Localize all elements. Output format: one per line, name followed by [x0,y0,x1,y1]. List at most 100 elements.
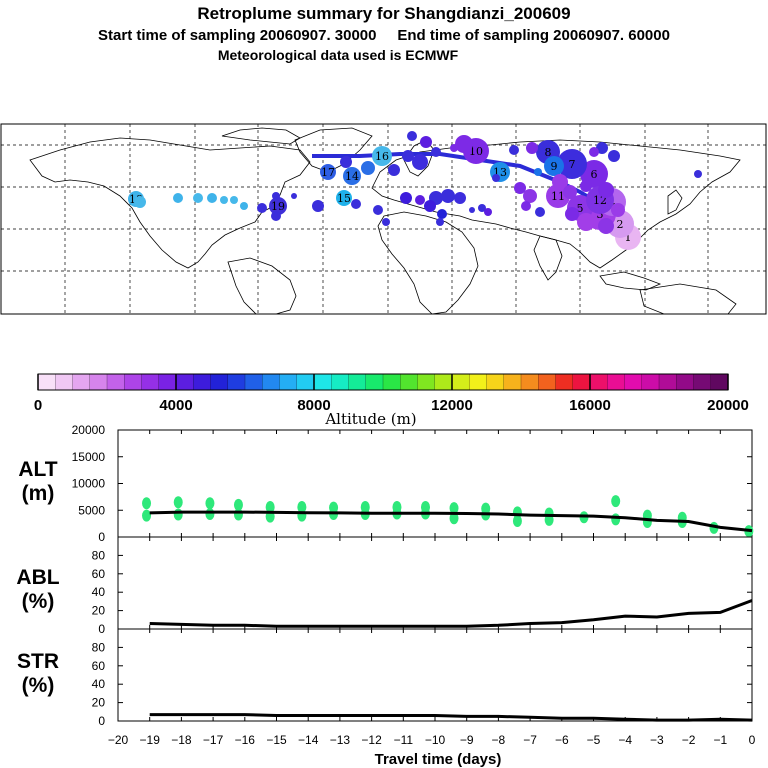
plume-particle-dot [492,174,500,182]
altitude-point [142,509,152,522]
y-tick-label: 40 [92,585,106,599]
plume-cluster-label: 10 [469,145,483,158]
colorbar-cell [676,373,695,391]
plume-particle-dot [596,142,608,154]
plume-cluster: 16 [372,146,392,166]
altitude-point [611,513,621,526]
x-tick-label: −14 [298,733,319,747]
plume-particle-dot [291,193,297,199]
plume-particle-dot [207,193,217,203]
panel-label: ABL [16,566,59,589]
plume-particle-dot [436,218,444,226]
colorbar-cell [313,373,332,391]
plume-particle-dot [484,208,492,216]
colorbar-cell [365,373,384,391]
x-tick-label: −5 [587,733,601,747]
plume-cluster-label: 14 [345,170,359,183]
plume-cluster-dot [372,146,392,166]
plume-particle-dot [351,199,361,209]
colorbar-cell [589,373,608,391]
travel-time-axis: −20 −19 −18 −17 −16 −15 −14 −13 −12 −11 −10 −9 −8 −7−… [108,733,756,747]
plume-particle-dot [402,150,414,162]
plume-particle-dot [407,131,417,141]
colorbar-cell [658,373,677,391]
plume-cluster-dot [336,190,352,206]
y-tick-label: 20000 [72,423,106,437]
colorbar-cell [37,373,56,391]
plume-particle-dot [272,192,280,200]
x-tick-label: −7 [523,733,537,747]
colorbar-cell [175,373,194,391]
x-tick-label: −9 [460,733,474,747]
plume-cluster-label: 7 [569,158,576,171]
y-tick-label: 20 [92,696,106,710]
x-tick-label: −19 [140,733,161,747]
sampling-times: Start time of sampling 20060907. 30000 E… [98,27,670,44]
plume-particle-dot [526,142,538,154]
panel-unit-label: (%) [22,590,55,613]
x-tick-label: −11 [394,733,414,747]
plume-particle-dot [230,196,238,204]
plume-particle-dot [373,205,383,215]
colorbar-cell [244,373,263,391]
plume-cluster-label: 8 [545,146,552,159]
colorbar-cell [279,373,298,391]
y-tick-label: 40 [92,677,106,691]
colorbar-cell [106,373,125,391]
altitude-point [512,514,522,527]
series-line-alt [149,510,753,533]
y-tick-label: 0 [98,622,105,636]
x-tick-label: −4 [618,733,632,747]
panel-abl: 80 60 40 20 0 ABL(%) [16,536,753,636]
colorbar-cell [503,373,522,391]
plume-cluster-dot [320,164,336,180]
y-tick-label: 60 [92,659,106,673]
colorbar-cell [296,373,315,391]
plume-particle-dot [478,204,486,212]
plume-cluster-label: 1 [625,231,632,244]
altitude-point [173,496,183,509]
colorbar-cell [89,373,108,391]
plume-particle-dot [454,192,466,204]
plume-particle-dot [382,218,390,226]
colorbar-cell [141,373,160,391]
altitude-colorbar: 0 4000 8000 12000 16000 20000 Altitude (m) [34,373,749,428]
plume-particle-dot [563,185,577,199]
plume-cluster-dot [544,156,564,176]
plume-particle-dot [240,202,248,210]
plume-particle-dot [361,161,375,175]
y-tick-label: 80 [92,548,106,562]
plume-particle-dot [565,207,579,221]
world-map-panel: 12345678910111213141516171819 [0,123,767,315]
colorbar-tick-label: 8000 [297,397,330,414]
y-tick-label: 5000 [78,503,105,517]
panel-label: ALT [18,458,57,481]
colorbar-cell [572,373,591,391]
panel-frame [117,628,753,722]
colorbar-cell [520,373,539,391]
plume-cluster: 19 [269,197,287,215]
series-line-str [149,713,753,722]
colorbar-cell [469,373,488,391]
x-tick-label: −8 [492,733,506,747]
series-line-abl [149,599,753,628]
plume-cluster-dot [269,197,287,215]
plume-particle-dot [193,193,203,203]
colorbar-tick-label: 20000 [707,397,749,414]
plume-particle-dot [580,180,592,192]
plume-particle-dot [694,170,702,178]
plume-particle-dot [412,154,428,170]
altitude-point [142,497,152,510]
altitude-point [481,502,491,515]
plume-cluster: 17 [320,164,336,180]
y-tick-label: 10000 [72,477,106,491]
colorbar-cell [451,373,470,391]
plume-cluster-label: 17 [321,166,335,179]
colorbar-cell [382,373,401,391]
plume-particle-dot [577,213,595,231]
altitude-point [449,502,459,515]
colorbar-cell [538,373,557,391]
plume-particle-dot [271,211,281,221]
plume-particle-dot [441,189,455,203]
